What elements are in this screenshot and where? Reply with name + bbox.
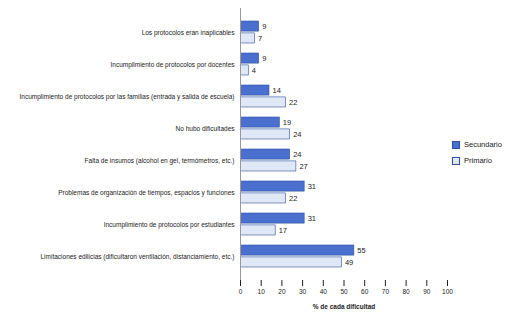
- svg-text:22: 22: [289, 194, 297, 203]
- svg-text:9: 9: [262, 22, 266, 31]
- svg-text:50: 50: [340, 288, 348, 295]
- svg-text:9: 9: [262, 54, 266, 63]
- svg-text:27: 27: [299, 162, 307, 171]
- svg-text:31: 31: [308, 182, 316, 191]
- svg-text:70: 70: [382, 288, 390, 295]
- html-text:Secundario: Secundario: [464, 140, 502, 149]
- svg-text:80: 80: [402, 288, 410, 295]
- svg-text:Problemas de organización de t: Problemas de organización de tiempos, es…: [58, 189, 235, 197]
- svg-text:19: 19: [283, 118, 291, 127]
- svg-text:60: 60: [361, 288, 369, 295]
- svg-text:22: 22: [289, 98, 297, 107]
- svg-text:30: 30: [299, 288, 307, 295]
- svg-text:0: 0: [239, 288, 243, 295]
- svg-text:7: 7: [258, 34, 262, 43]
- svg-text:17: 17: [279, 226, 287, 235]
- svg-text:90: 90: [423, 288, 431, 295]
- svg-text:Incumplimiento de protocolos p: Incumplimiento de protocolos por las fam…: [20, 93, 235, 101]
- svg-text:49: 49: [345, 258, 353, 267]
- svg-text:14: 14: [272, 86, 280, 95]
- svg-text:Los protocolos eran inaplicabl: Los protocolos eran inaplicables: [142, 29, 236, 37]
- svg-text:Incumplimiento de protocolos p: Incumplimiento de protocolos por docente…: [111, 61, 236, 69]
- svg-text:Incumplimiento de protocolos p: Incumplimiento de protocolos por estudia…: [104, 221, 236, 229]
- svg-text:24: 24: [293, 150, 301, 159]
- svg-text:% de cada dificultad: % de cada dificultad: [313, 303, 376, 310]
- svg-text:24: 24: [293, 130, 301, 139]
- svg-text:No hubo dificultades: No hubo dificultades: [176, 125, 236, 132]
- html-text:Primario: Primario: [464, 156, 492, 165]
- svg-text:Limitaciones edilicias (dificu: Limitaciones edilicias (dificultaron ven…: [40, 253, 234, 261]
- svg-text:20: 20: [278, 288, 286, 295]
- svg-text:100: 100: [442, 288, 453, 295]
- svg-text:40: 40: [320, 288, 328, 295]
- svg-text:4: 4: [252, 66, 256, 75]
- svg-text:55: 55: [357, 246, 365, 255]
- svg-text:Falta de insumos (alcohol en g: Falta de insumos (alcohol en gel, termóm…: [85, 157, 235, 165]
- svg-text:31: 31: [308, 214, 316, 223]
- svg-text:10: 10: [258, 288, 266, 295]
